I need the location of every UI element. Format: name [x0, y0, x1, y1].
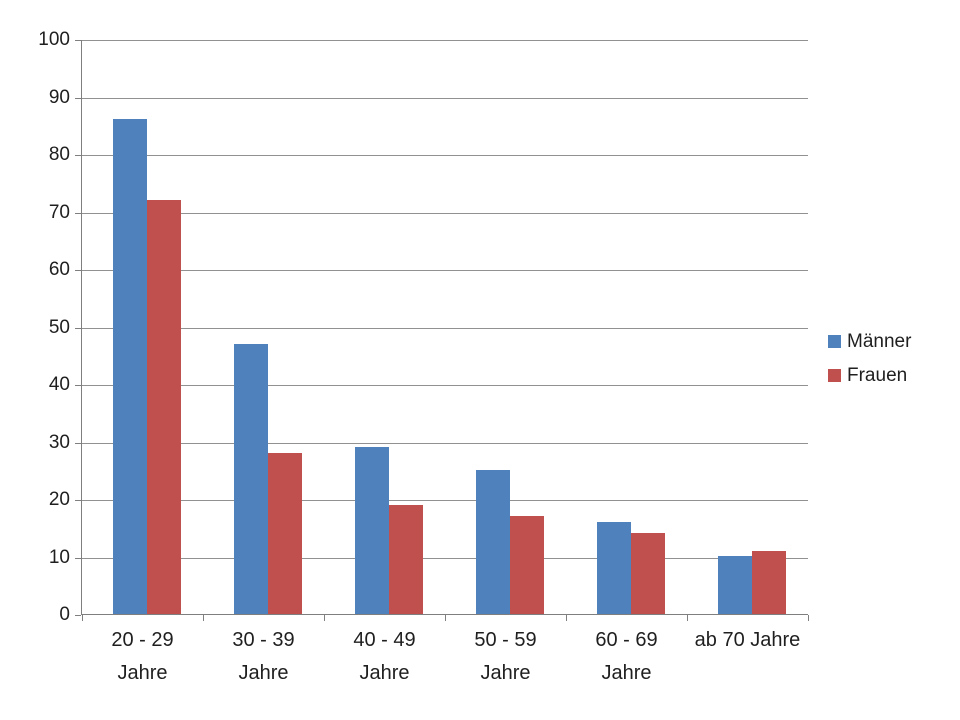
y-tick-0 — [75, 615, 81, 616]
plot-area — [75, 40, 809, 621]
bar-männer-1 — [113, 119, 147, 614]
legend-item-frauen: Frauen — [828, 365, 911, 386]
y-tick-label-40: 40 — [48, 374, 70, 395]
bar-frauen-2 — [268, 453, 302, 614]
bar-männer-6 — [718, 556, 752, 614]
legend-label-frauen: Frauen — [847, 364, 908, 386]
legend-label-maenner: Männer — [847, 330, 912, 352]
y-tick-50 — [75, 327, 81, 329]
y-axis-labels: 0 10 20 30 40 50 60 70 80 90 100 — [0, 29, 70, 625]
bar-frauen-5 — [631, 533, 665, 614]
bar-frauen-1 — [147, 200, 181, 614]
gridline-10 — [82, 557, 808, 559]
y-tick-label-50: 50 — [48, 316, 70, 338]
x-tick-5 — [687, 615, 688, 621]
bar-männer-4 — [476, 470, 510, 614]
y-tick-label-30: 30 — [48, 431, 70, 453]
bar-männer-2 — [234, 344, 268, 614]
gridline-70 — [82, 212, 808, 214]
x-axis-line — [82, 614, 808, 615]
x-tick-2 — [324, 615, 325, 621]
bar-frauen-4 — [510, 516, 544, 614]
gridline-100 — [82, 40, 808, 41]
bar-frauen-3 — [389, 505, 423, 614]
bar-männer-5 — [597, 522, 631, 614]
x-tick-4 — [566, 615, 567, 621]
x-tick-label-1: 20 - 29 Jahre — [111, 629, 174, 684]
y-axis-line — [81, 40, 82, 615]
gridline-50 — [82, 327, 808, 329]
y-tick-label-20: 20 — [48, 489, 70, 510]
y-tick-label-10: 10 — [48, 546, 70, 568]
y-tick-20 — [75, 500, 81, 501]
y-tick-label-90: 90 — [48, 86, 70, 108]
y-tick-40 — [75, 385, 81, 386]
x-tick-label-3: 40 - 49 Jahre — [353, 629, 416, 684]
y-tick-label-70: 70 — [48, 201, 70, 223]
gridline-60 — [82, 270, 808, 271]
y-tick-90 — [75, 97, 81, 99]
y-tick-label-60: 60 — [48, 259, 70, 280]
x-tick-label-5: 60 - 69 Jahre — [595, 629, 658, 684]
frauen-swatch-icon — [828, 369, 841, 382]
y-tick-10 — [75, 557, 81, 559]
gridline-20 — [82, 500, 808, 501]
y-tick-60 — [75, 270, 81, 271]
y-tick-label-0: 0 — [59, 604, 70, 625]
bar-frauen-6 — [752, 551, 786, 614]
x-tick-1 — [203, 615, 204, 621]
y-tick-80 — [75, 155, 81, 156]
x-tick-3 — [445, 615, 446, 621]
y-tick-label-100: 100 — [38, 29, 70, 50]
legend-item-maenner: Männer — [828, 331, 911, 352]
gridline-90 — [82, 97, 808, 99]
gridline-80 — [82, 155, 808, 156]
y-tick-30 — [75, 442, 81, 444]
x-tick-label-4: 50 - 59 Jahre — [474, 629, 537, 684]
x-tick-label-2: 30 - 39 Jahre — [232, 629, 295, 684]
gridline-30 — [82, 442, 808, 444]
maenner-swatch-icon — [828, 335, 841, 348]
x-tick-0 — [82, 615, 83, 621]
y-tick-70 — [75, 212, 81, 214]
legend: Männer Frauen — [828, 331, 911, 399]
bar-männer-3 — [355, 447, 389, 614]
y-tick-label-80: 80 — [48, 144, 70, 165]
gridline-40 — [82, 385, 808, 386]
x-tick-label-6: ab 70 Jahre — [694, 629, 801, 651]
x-tick-6 — [808, 615, 809, 621]
y-tick-100 — [75, 40, 81, 41]
